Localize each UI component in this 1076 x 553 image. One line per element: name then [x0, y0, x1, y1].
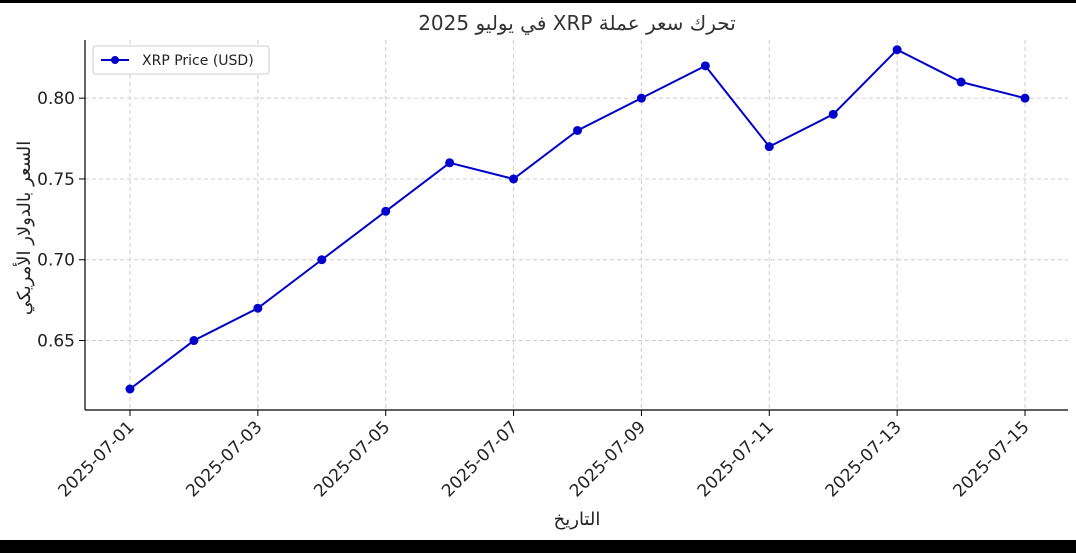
- line-chart: 0.65 0.70 0.75 0.80 2025-07-01 2025-07-03 2025…: [13, 11, 1068, 530]
- y-axis-label: السعر بالدولار الأمريكي: [13, 141, 35, 315]
- legend-label: XRP Price (USD): [142, 53, 254, 69]
- series-layer: [125, 45, 1030, 394]
- data-point: [892, 45, 902, 55]
- chart-title: تحرك سعر عملة XRP في يوليو 2025: [418, 11, 736, 36]
- x-tick-label: 2025-07-05: [310, 417, 394, 501]
- axes: [79, 40, 1068, 416]
- y-tick-label: 0.80: [37, 89, 75, 109]
- legend-marker: [111, 56, 119, 64]
- data-point: [509, 174, 519, 184]
- data-point: [381, 206, 391, 216]
- x-tick-label: 2025-07-03: [182, 417, 266, 501]
- x-axis-label: التاريخ: [554, 509, 601, 530]
- x-tick-label: 2025-07-09: [566, 417, 650, 501]
- data-point: [317, 255, 327, 265]
- series-line: [129, 48, 1026, 390]
- data-point: [573, 125, 582, 135]
- legend: XRP Price (USD): [92, 45, 270, 75]
- data-point: [956, 77, 966, 87]
- bottom-border: [0, 540, 1076, 553]
- x-tick-label: 2025-07-11: [694, 417, 778, 501]
- data-point: [189, 336, 199, 346]
- x-tick-label: 2025-07-13: [822, 417, 906, 501]
- data-point: [253, 303, 263, 313]
- grid-lines: [85, 40, 1068, 410]
- data-point: [636, 93, 646, 103]
- data-point: [1020, 93, 1030, 103]
- x-tick-label: 2025-07-07: [438, 417, 522, 501]
- tick-labels: 0.65 0.70 0.75 0.80 2025-07-01 2025-07-03 2025…: [37, 89, 1033, 501]
- data-point: [125, 384, 135, 394]
- x-tick-label: 2025-07-15: [950, 417, 1034, 501]
- y-tick-label: 0.65: [37, 332, 75, 352]
- data-point: [700, 61, 710, 71]
- top-border: [0, 0, 1076, 3]
- x-tick-label: 2025-07-01: [55, 417, 139, 501]
- legend-box: [92, 45, 270, 75]
- y-tick-label: 0.75: [37, 170, 75, 190]
- data-point: [764, 142, 774, 152]
- data-point: [828, 109, 838, 119]
- data-point: [445, 158, 455, 168]
- y-tick-label: 0.70: [37, 251, 75, 271]
